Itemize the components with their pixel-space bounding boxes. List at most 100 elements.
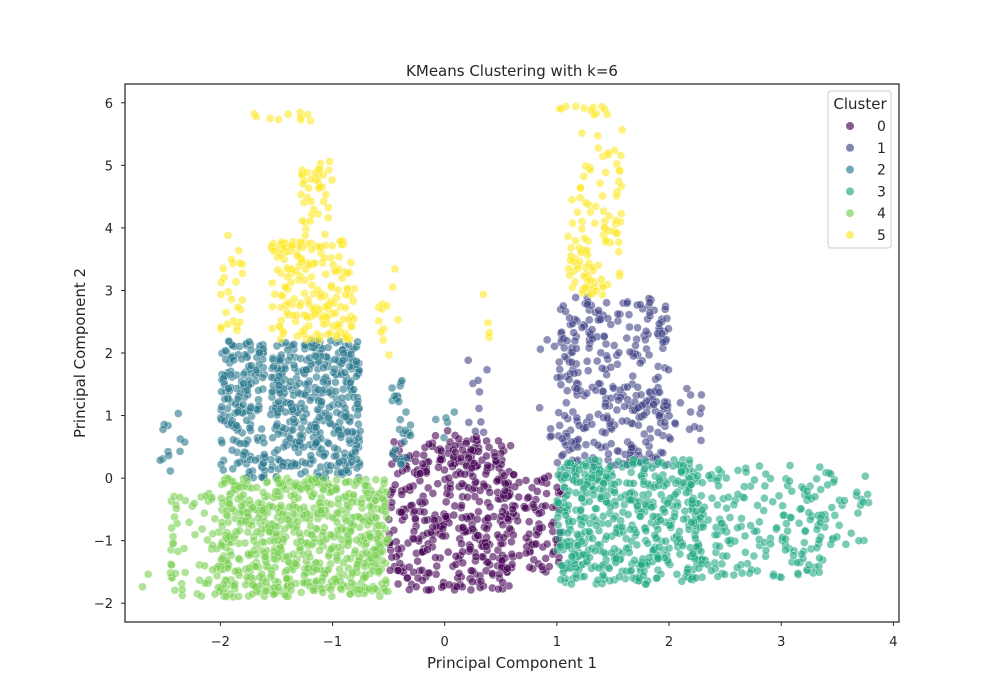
data-point xyxy=(654,411,664,420)
data-point xyxy=(577,217,587,226)
data-point xyxy=(257,472,267,482)
data-point xyxy=(562,336,572,346)
data-point xyxy=(562,398,571,408)
y-axis-label: Principal Component 2 xyxy=(71,268,89,438)
data-point xyxy=(168,532,178,541)
data-point xyxy=(229,355,239,365)
x-tick-label: −2 xyxy=(211,635,230,650)
data-point xyxy=(220,394,229,404)
data-point xyxy=(741,548,750,557)
data-point xyxy=(308,586,318,595)
data-point xyxy=(450,407,459,417)
data-point xyxy=(184,518,194,527)
data-point xyxy=(647,502,656,512)
data-point xyxy=(679,514,688,524)
data-point xyxy=(497,512,506,521)
data-point xyxy=(841,540,851,549)
data-point xyxy=(462,439,471,448)
data-point xyxy=(677,577,687,586)
data-point xyxy=(586,207,595,217)
data-point xyxy=(580,572,589,581)
data-point xyxy=(668,461,678,471)
y-tick-label: 3 xyxy=(105,284,113,299)
data-point xyxy=(227,255,236,264)
data-point xyxy=(675,527,684,536)
data-point xyxy=(261,552,270,562)
data-point xyxy=(450,501,460,511)
data-point xyxy=(418,459,427,469)
data-point xyxy=(588,534,597,543)
data-point xyxy=(273,445,282,455)
data-point xyxy=(853,508,863,518)
data-point xyxy=(143,570,153,579)
data-point xyxy=(623,510,633,519)
data-point xyxy=(339,349,348,358)
data-point xyxy=(238,269,247,278)
data-point xyxy=(586,106,596,115)
data-point xyxy=(583,276,593,285)
data-point xyxy=(201,491,210,501)
data-point xyxy=(595,468,604,478)
data-point xyxy=(656,515,665,525)
data-point xyxy=(295,504,305,514)
data-point xyxy=(424,585,434,595)
data-point xyxy=(580,234,589,243)
data-point xyxy=(307,530,316,539)
data-point xyxy=(673,476,683,486)
data-point xyxy=(626,468,636,477)
data-point xyxy=(406,431,415,440)
data-point xyxy=(290,443,300,453)
data-point xyxy=(333,525,343,535)
data-point xyxy=(297,257,307,267)
data-point xyxy=(334,252,344,262)
data-point xyxy=(291,266,301,276)
data-point xyxy=(164,451,174,460)
data-point xyxy=(567,579,576,589)
data-point xyxy=(655,387,664,397)
data-point xyxy=(439,433,449,442)
data-point xyxy=(382,535,392,545)
data-point xyxy=(639,477,649,486)
data-point xyxy=(683,567,692,577)
data-point xyxy=(601,168,611,177)
data-point xyxy=(778,501,787,511)
data-point xyxy=(634,403,643,412)
data-point xyxy=(776,573,786,582)
data-point xyxy=(257,424,266,434)
data-point xyxy=(306,521,315,531)
data-point xyxy=(755,517,764,527)
data-point xyxy=(433,479,442,488)
data-point xyxy=(641,526,651,536)
data-point xyxy=(696,436,706,445)
data-point xyxy=(237,502,246,511)
data-point xyxy=(276,404,286,414)
data-point xyxy=(521,476,531,485)
data-point xyxy=(815,568,824,577)
data-point xyxy=(365,532,375,541)
data-point xyxy=(299,570,309,580)
data-point xyxy=(272,421,281,431)
data-point xyxy=(288,405,297,415)
data-point xyxy=(340,368,350,377)
data-point xyxy=(466,566,476,575)
data-point xyxy=(823,480,832,490)
data-point xyxy=(339,384,348,394)
data-point xyxy=(268,246,278,256)
data-point xyxy=(268,302,277,311)
data-point xyxy=(571,102,581,111)
data-point xyxy=(371,475,381,484)
data-point xyxy=(365,502,375,511)
data-point xyxy=(471,552,481,562)
data-point xyxy=(622,298,632,308)
data-point xyxy=(443,547,453,557)
data-point xyxy=(698,522,708,532)
data-point xyxy=(286,586,296,595)
data-point xyxy=(293,388,303,398)
data-point xyxy=(336,583,345,593)
data-point xyxy=(428,489,438,498)
data-point xyxy=(352,372,361,381)
data-point xyxy=(588,334,597,344)
data-point xyxy=(318,170,328,180)
data-point xyxy=(550,342,559,351)
data-point xyxy=(827,503,837,512)
